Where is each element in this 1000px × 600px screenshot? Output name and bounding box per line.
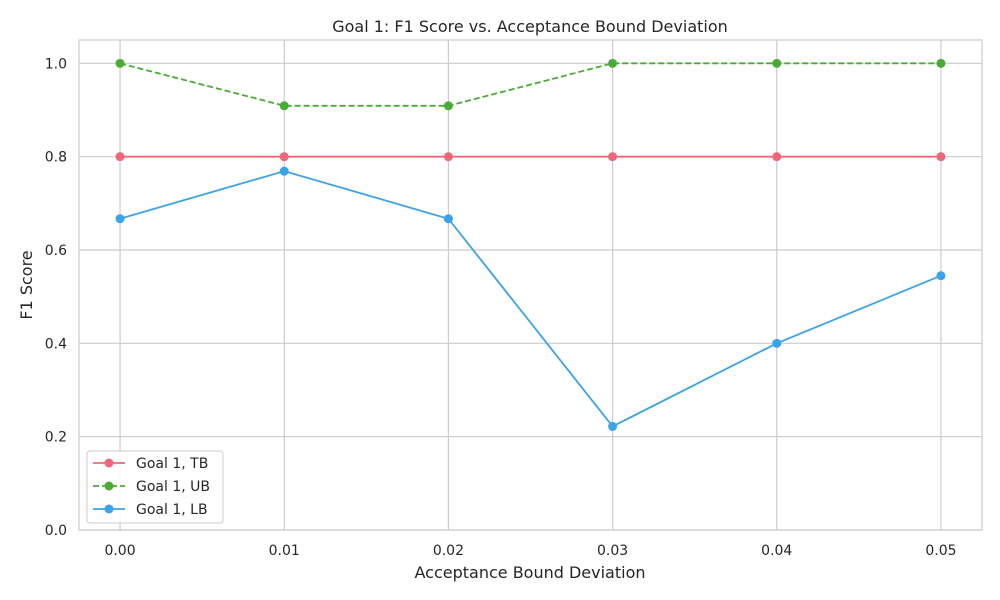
legend-marker xyxy=(105,505,114,514)
data-point xyxy=(936,152,945,161)
legend-marker xyxy=(105,482,114,491)
x-tick-label: 0.04 xyxy=(761,543,792,559)
data-point xyxy=(936,59,945,68)
data-point xyxy=(608,422,617,431)
x-tick-label: 0.00 xyxy=(104,543,135,559)
y-tick-label: 0.6 xyxy=(45,243,67,259)
x-tick-label: 0.05 xyxy=(925,543,956,559)
data-point xyxy=(280,152,289,161)
legend-label: Goal 1, UB xyxy=(136,479,210,495)
y-tick-label: 0.8 xyxy=(45,150,67,166)
y-tick-label: 0.2 xyxy=(45,430,67,446)
y-tick-label: 0.4 xyxy=(45,336,67,352)
data-point xyxy=(116,59,125,68)
y-tick-label: 0.0 xyxy=(45,523,67,539)
legend-label: Goal 1, TB xyxy=(136,456,208,472)
data-point xyxy=(116,214,125,223)
x-tick-label: 0.01 xyxy=(269,543,300,559)
data-point xyxy=(116,152,125,161)
x-tick-label: 0.02 xyxy=(433,543,464,559)
data-point xyxy=(444,101,453,110)
data-point xyxy=(280,167,289,176)
y-tick-label: 1.0 xyxy=(45,56,67,72)
legend: Goal 1, TB Goal 1, UB Goal 1, LB xyxy=(87,451,223,523)
data-point xyxy=(772,339,781,348)
data-point xyxy=(772,59,781,68)
y-axis-label: F1 Score xyxy=(17,250,36,319)
data-point xyxy=(608,152,617,161)
chart-title: Goal 1: F1 Score vs. Acceptance Bound De… xyxy=(332,17,728,36)
data-point xyxy=(280,101,289,110)
data-point xyxy=(444,214,453,223)
data-point xyxy=(936,271,945,280)
x-tick-label: 0.03 xyxy=(597,543,628,559)
legend-marker xyxy=(105,459,114,468)
data-point xyxy=(608,59,617,68)
data-point xyxy=(772,152,781,161)
data-point xyxy=(444,152,453,161)
legend-label: Goal 1, LB xyxy=(136,502,208,518)
x-axis-label: Acceptance Bound Deviation xyxy=(414,563,645,582)
